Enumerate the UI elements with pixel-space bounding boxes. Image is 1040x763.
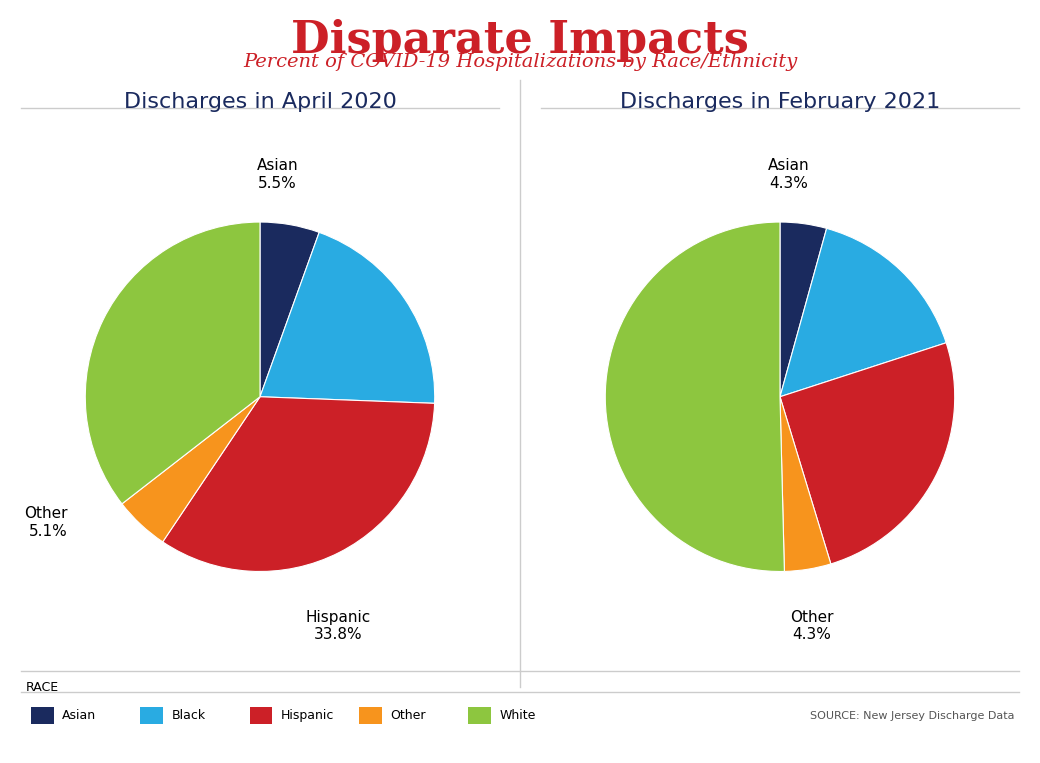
Wedge shape: [122, 397, 260, 542]
Text: Other
5.1%: Other 5.1%: [24, 507, 68, 539]
Wedge shape: [162, 397, 435, 571]
Text: Hispanic
33.8%: Hispanic 33.8%: [306, 610, 371, 642]
Text: Other: Other: [390, 709, 425, 723]
Text: Discharges in April 2020: Discharges in April 2020: [124, 92, 396, 111]
Wedge shape: [780, 228, 946, 397]
Wedge shape: [260, 233, 435, 404]
Text: Discharges in February 2021: Discharges in February 2021: [620, 92, 940, 111]
Text: Asian: Asian: [62, 709, 97, 723]
Wedge shape: [260, 222, 319, 397]
Text: Black: Black: [172, 709, 206, 723]
Text: Percent of COVID-19 Hospitalizations by Race/Ethnicity: Percent of COVID-19 Hospitalizations by …: [243, 53, 797, 72]
Text: White: White: [499, 709, 536, 723]
Text: Asian
4.3%: Asian 4.3%: [768, 158, 809, 191]
Wedge shape: [780, 222, 827, 397]
Text: Hispanic: Hispanic: [281, 709, 334, 723]
Text: Other
4.3%: Other 4.3%: [789, 610, 833, 642]
Text: RACE: RACE: [26, 681, 59, 694]
Wedge shape: [780, 397, 831, 571]
Text: Asian
5.5%: Asian 5.5%: [257, 158, 298, 191]
Text: Disparate Impacts: Disparate Impacts: [291, 19, 749, 62]
Wedge shape: [605, 222, 784, 571]
Text: SOURCE: New Jersey Discharge Data: SOURCE: New Jersey Discharge Data: [809, 710, 1014, 721]
Wedge shape: [780, 343, 955, 564]
Wedge shape: [85, 222, 260, 504]
